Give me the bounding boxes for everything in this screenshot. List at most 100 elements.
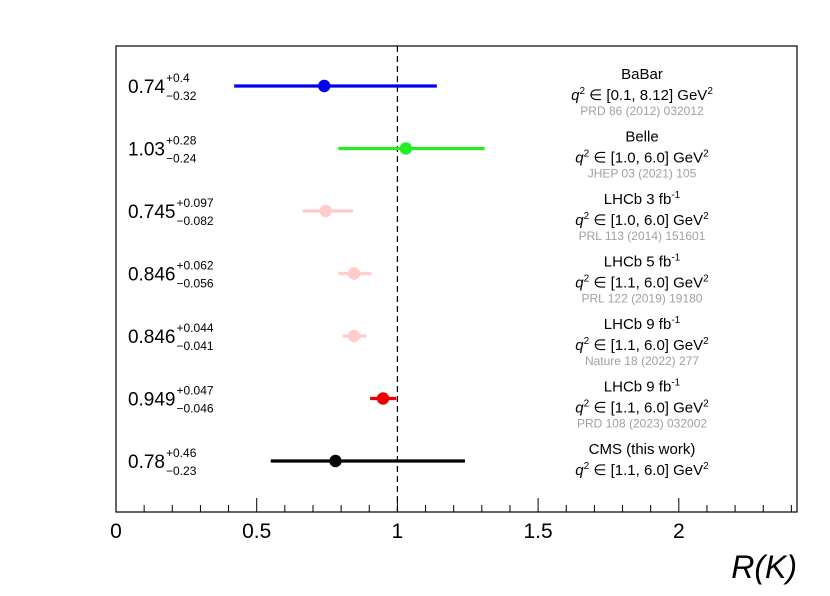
measurement-5 [342, 329, 367, 343]
luminosity-unit-sup: -1 [671, 378, 680, 389]
experiment-name: LHCb 9 fb-1 [604, 315, 681, 333]
gev-exponent: 2 [703, 149, 709, 160]
q2-interval: ∈ [1.0, 6.0] GeV [589, 150, 703, 167]
experiment-name: LHCb 9 fb-1 [604, 378, 681, 396]
q2-interval: ∈ [1.1, 6.0] GeV [589, 462, 703, 479]
measurement-6 [370, 392, 397, 405]
measurement-marks [234, 79, 485, 468]
value-label: 0.846 +0.062 −0.056 [128, 259, 214, 291]
q2-exponent: 2 [579, 86, 585, 97]
experiment-name: LHCb 3 fb-1 [604, 190, 681, 208]
q2-range: q2 ∈ [1.1, 6.0] GeV2 [575, 461, 709, 479]
x-tick-label: 2 [673, 520, 685, 543]
measurement-4 [338, 267, 372, 280]
value-label: 0.78 +0.46 −0.23 [128, 446, 197, 478]
error-up: +0.4 [166, 71, 190, 85]
x-tick-label: 0.5 [242, 520, 271, 543]
experiment-name: LHCb 5 fb-1 [604, 253, 681, 271]
q2-exponent: 2 [584, 274, 590, 285]
error-up: +0.062 [177, 259, 214, 273]
experiment-name-text: BaBar [621, 66, 663, 83]
experiment-name-text: CMS (this work) [589, 441, 696, 458]
luminosity-unit-sup: -1 [671, 190, 680, 201]
error-up: +0.28 [166, 134, 197, 148]
data-point [376, 392, 390, 405]
experiment-name-text: LHCb 9 fb [604, 316, 672, 333]
q2-symbol: q [575, 212, 584, 229]
q2-range: q2 ∈ [1.0, 6.0] GeV2 [575, 211, 709, 229]
error-down: −0.23 [166, 464, 197, 478]
gev-exponent: 2 [703, 336, 709, 347]
q2-interval: ∈ [1.1, 6.0] GeV [589, 337, 703, 354]
q2-range: q2 ∈ [1.0, 6.0] GeV2 [575, 149, 709, 167]
value-label: 0.745 +0.097 −0.082 [128, 196, 214, 228]
q2-exponent: 2 [584, 461, 590, 472]
error-down: −0.041 [177, 339, 214, 353]
q2-symbol: q [571, 87, 580, 104]
error-up: +0.46 [166, 446, 197, 460]
measurement-3 [302, 204, 353, 218]
q2-interval: ∈ [1.1, 6.0] GeV [589, 400, 703, 417]
central-value: 0.78 [128, 452, 165, 473]
measurement-7 [270, 454, 465, 468]
publication-reference: PRD 108 (2023) 032002 [577, 417, 707, 431]
data-point [329, 454, 342, 468]
error-down: −0.24 [166, 152, 197, 166]
central-value: 0.949 [128, 390, 176, 411]
q2-range: q2 ∈ [1.1, 6.0] GeV2 [575, 399, 709, 417]
q2-exponent: 2 [584, 399, 590, 410]
q2-symbol: q [575, 337, 584, 354]
q2-interval: ∈ [0.1, 8.12] GeV [585, 87, 707, 104]
experiment-name: Belle [625, 129, 658, 146]
plot-frame [115, 45, 798, 513]
error-up: +0.044 [177, 321, 214, 335]
q2-interval: ∈ [1.1, 6.0] GeV [589, 275, 703, 292]
central-value: 1.03 [128, 140, 165, 161]
q2-exponent: 2 [584, 211, 590, 222]
gev-exponent: 2 [703, 274, 709, 285]
central-value: 0.846 [128, 265, 176, 286]
luminosity-unit-sup: -1 [671, 315, 680, 326]
q2-range: q2 ∈ [0.1, 8.12] GeV2 [571, 86, 713, 104]
x-axis-title: R(K) [731, 549, 797, 585]
central-value: 0.74 [128, 77, 165, 98]
error-down: −0.046 [177, 402, 214, 416]
value-label: 0.949 +0.047 −0.046 [128, 384, 214, 416]
q2-symbol: q [575, 462, 584, 479]
q2-symbol: q [575, 150, 584, 167]
q2-range: q2 ∈ [1.1, 6.0] GeV2 [575, 336, 709, 354]
x-axis: 0 0.5 1 1.5 2 [110, 498, 792, 543]
value-label: 0.74 +0.4 −0.32 [128, 71, 197, 103]
publication-reference: JHEP 03 (2021) 105 [588, 167, 697, 181]
q2-symbol: q [575, 400, 584, 417]
error-up: +0.097 [177, 196, 214, 210]
data-point [319, 204, 332, 218]
publication-reference: PRL 113 (2014) 151601 [579, 229, 706, 243]
experiment-name-text: LHCb 3 fb [604, 191, 672, 208]
experiment-name-text: LHCb 5 fb [604, 254, 672, 271]
experiment-label: CMS (this work)q2 ∈ [1.1, 6.0] GeV2 [575, 441, 709, 479]
experiment-name: BaBar [621, 66, 663, 83]
q2-interval: ∈ [1.0, 6.0] GeV [589, 212, 703, 229]
publication-reference: PRL 122 (2019) 19180 [582, 292, 703, 306]
publication-reference: Nature 18 (2022) 277 [585, 354, 699, 368]
error-up: +0.047 [177, 384, 214, 398]
experiment-name-text: LHCb 9 fb [604, 379, 672, 396]
central-value: 0.846 [128, 327, 176, 348]
gev-exponent: 2 [703, 461, 709, 472]
data-point [399, 142, 413, 155]
gev-exponent: 2 [703, 211, 709, 222]
x-tick-label: 0 [110, 520, 122, 543]
error-down: −0.32 [166, 89, 197, 103]
q2-exponent: 2 [584, 149, 590, 160]
q2-exponent: 2 [584, 336, 590, 347]
luminosity-unit-sup: -1 [671, 253, 680, 264]
experiment-name-text: Belle [625, 129, 658, 146]
